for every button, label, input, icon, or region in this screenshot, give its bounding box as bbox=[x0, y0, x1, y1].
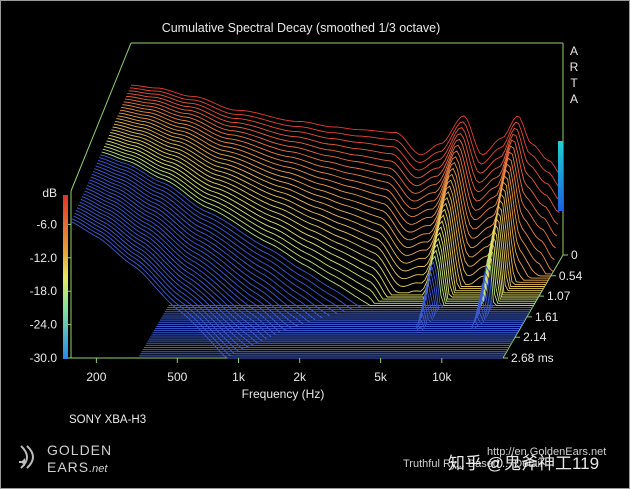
decay-slice bbox=[94, 168, 527, 319]
brand-ears: EARS bbox=[47, 459, 90, 475]
decay-slice bbox=[122, 104, 555, 261]
decay-slice bbox=[121, 107, 554, 272]
decay-slice bbox=[90, 176, 523, 325]
y-tick-label: -12.0 bbox=[30, 251, 58, 265]
z-tick-label: 2.68 ms bbox=[511, 351, 554, 365]
decay-slice bbox=[119, 109, 552, 275]
x-tick-label: 1k bbox=[232, 370, 246, 384]
decay-slice bbox=[115, 120, 548, 283]
z-tick-label: 1.07 bbox=[547, 289, 571, 303]
decay-slice bbox=[124, 98, 558, 237]
decay-slice bbox=[107, 137, 540, 296]
decay-slice bbox=[113, 123, 546, 285]
decay-slice bbox=[74, 212, 507, 353]
y-tick-label: -18.0 bbox=[30, 284, 58, 298]
axis-edge bbox=[70, 42, 132, 192]
z-tick-label: 1.61 bbox=[535, 310, 559, 324]
decay-slice bbox=[123, 101, 556, 249]
decay-slice bbox=[86, 184, 519, 332]
decay-slice bbox=[130, 84, 564, 178]
decay-slice bbox=[85, 187, 518, 334]
decay-slice bbox=[83, 193, 516, 338]
z-tick-label: 2.14 bbox=[523, 330, 547, 344]
decay-slice bbox=[91, 173, 524, 323]
decay-slice bbox=[76, 207, 510, 348]
brand-name: GOLDEN bbox=[47, 442, 113, 458]
axis-labels: 200 500 1k 2k 5k 10k Frequency (Hz) dB -6.0 -12.0… bbox=[30, 186, 583, 401]
decay-slice bbox=[89, 179, 522, 327]
decay-slice bbox=[92, 171, 525, 321]
site-url[interactable]: http://en.GoldenEars.net bbox=[487, 446, 607, 458]
decay-slice bbox=[84, 190, 517, 336]
x-tick-label: 5k bbox=[374, 370, 388, 384]
y-axis-label: dB bbox=[42, 186, 57, 200]
color-scale-left bbox=[63, 195, 68, 359]
decay-slice bbox=[103, 146, 537, 302]
chart-title: Cumulative Spectral Decay (smoothed 1/3 … bbox=[161, 21, 441, 35]
decay-slice bbox=[87, 182, 521, 330]
z-tick-label: 0.54 bbox=[559, 269, 583, 283]
x-axis-label: Frequency (Hz) bbox=[242, 387, 325, 401]
decay-slice bbox=[129, 87, 563, 190]
decay-slice bbox=[96, 162, 529, 315]
arta-letter: T bbox=[570, 76, 578, 90]
decay-slice bbox=[102, 148, 535, 304]
x-tick-label: 10k bbox=[432, 370, 452, 384]
decay-slices bbox=[70, 84, 564, 359]
arta-logo: A R T A bbox=[567, 43, 581, 107]
brand-suffix: .net bbox=[89, 463, 108, 475]
arta-letter: R bbox=[569, 60, 579, 74]
decay-slice bbox=[75, 210, 508, 351]
decay-slice bbox=[95, 165, 528, 317]
floor-layer bbox=[137, 304, 534, 359]
decay-slice bbox=[127, 93, 560, 213]
decay-slice bbox=[116, 118, 549, 281]
decay-slice bbox=[118, 112, 551, 277]
tagline: Truthful Ry... Based ... Detail bbox=[403, 458, 543, 470]
decay-slice bbox=[70, 221, 503, 359]
decay-slice bbox=[117, 115, 550, 279]
y-tick-label: -30.0 bbox=[30, 351, 58, 365]
decay-slice bbox=[110, 132, 543, 292]
device-name: SONY XBA-H3 bbox=[69, 414, 147, 426]
decay-slice bbox=[73, 215, 506, 355]
decay-slice bbox=[126, 95, 559, 225]
axis-edge bbox=[502, 254, 564, 359]
arta-letter: A bbox=[569, 92, 578, 106]
decay-slice bbox=[80, 198, 513, 342]
decay-slice bbox=[79, 201, 512, 344]
brand-name-2: EARS.net bbox=[47, 459, 107, 475]
decay-slice bbox=[100, 154, 533, 309]
decay-slice bbox=[108, 134, 541, 294]
decay-slice bbox=[78, 204, 511, 346]
decay-slice bbox=[72, 218, 505, 357]
decay-slice bbox=[81, 196, 514, 340]
decay-slice bbox=[105, 143, 538, 300]
x-tick-label: 2k bbox=[293, 370, 307, 384]
decay-slice bbox=[106, 140, 539, 298]
arta-letter: A bbox=[569, 44, 578, 58]
watermark-text: 知乎 @鬼斧神工119 bbox=[448, 454, 600, 473]
decay-slice bbox=[99, 157, 532, 311]
decay-slice bbox=[111, 129, 544, 290]
x-tick-label: 500 bbox=[167, 370, 187, 384]
color-scale-right bbox=[558, 141, 563, 211]
y-tick-label: -24.0 bbox=[30, 318, 58, 332]
z-tick-label: 0 bbox=[571, 248, 578, 262]
x-tick-label: 200 bbox=[86, 370, 106, 384]
y-tick-label: -6.0 bbox=[36, 217, 57, 231]
decay-slice bbox=[128, 90, 561, 202]
decay-slice bbox=[112, 126, 545, 287]
goldenears-logo-icon bbox=[19, 445, 34, 469]
decay-slice bbox=[101, 151, 534, 306]
decay-slice bbox=[97, 159, 530, 313]
